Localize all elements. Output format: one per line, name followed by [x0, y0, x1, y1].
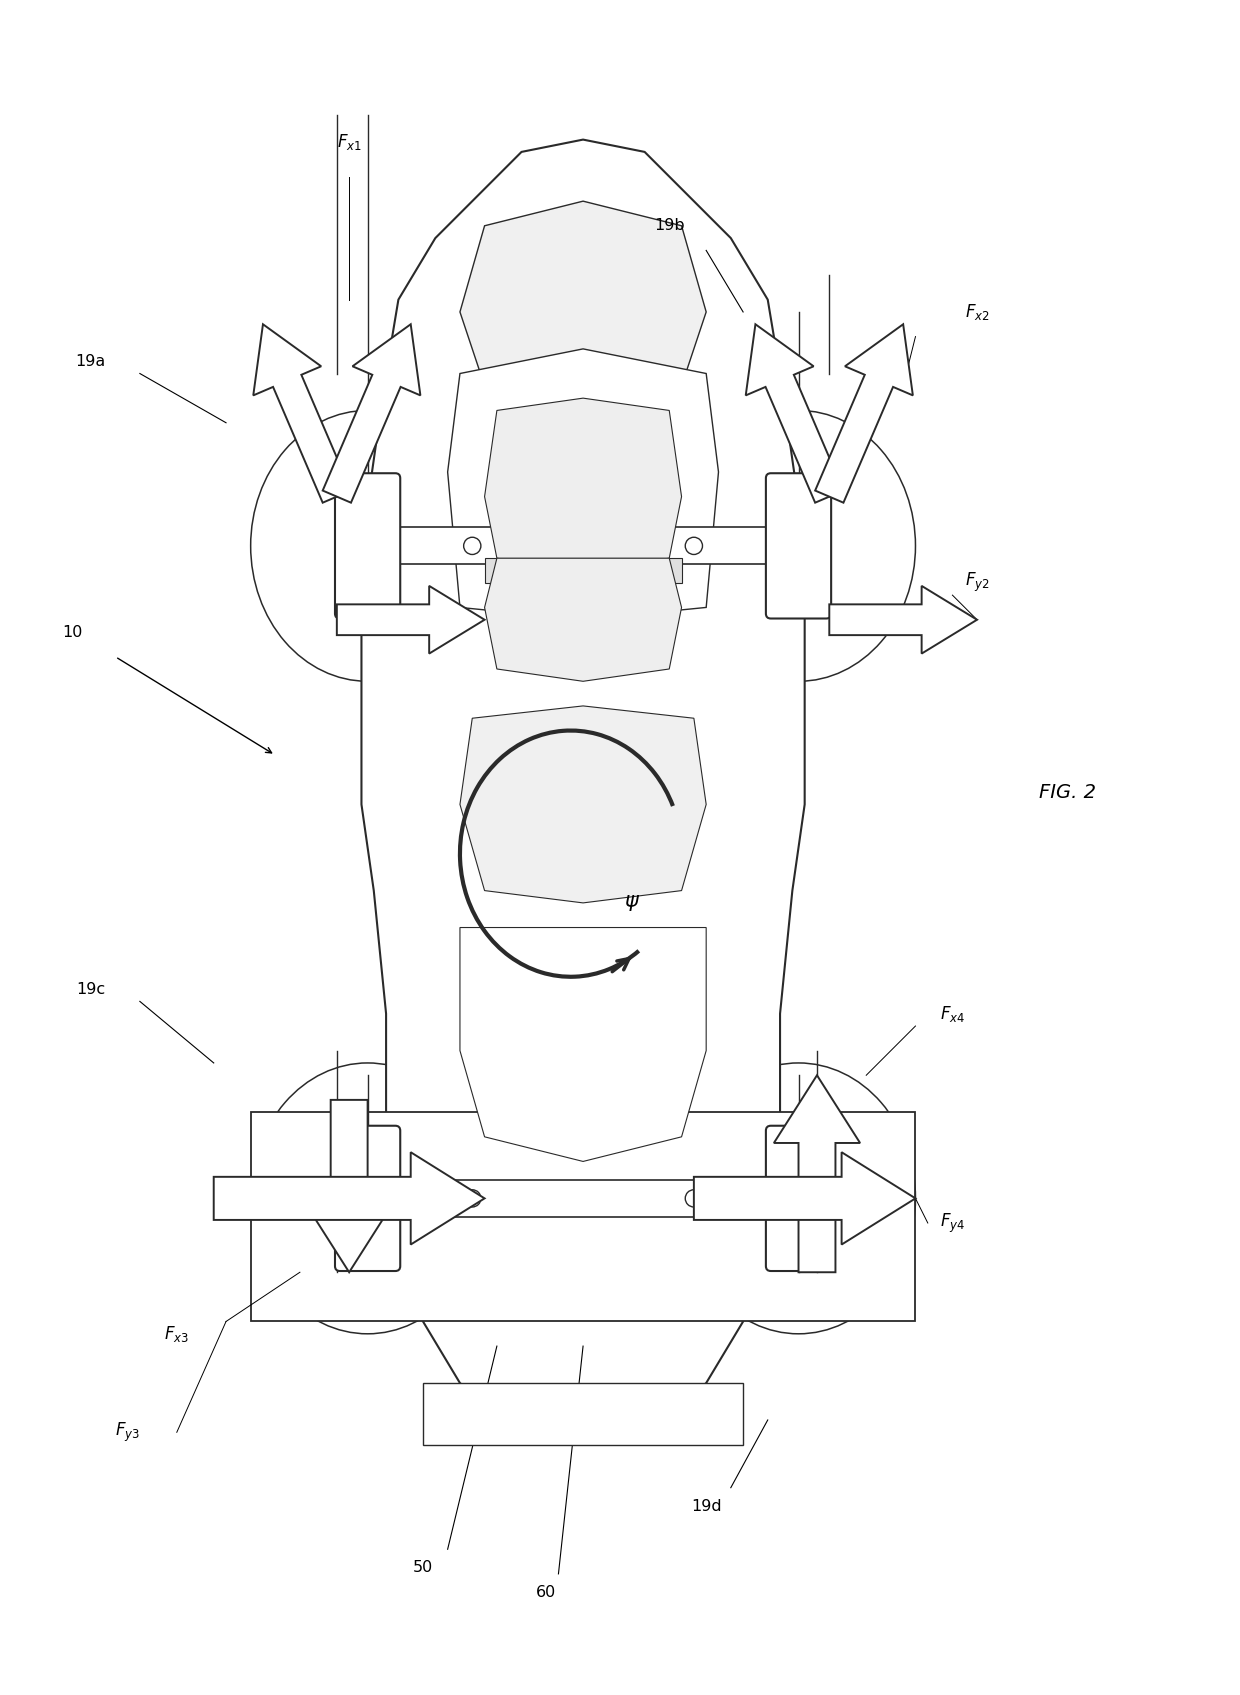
- Circle shape: [464, 537, 481, 554]
- Polygon shape: [460, 202, 707, 398]
- Text: 19d: 19d: [691, 1498, 722, 1514]
- Text: $F_{x4}$: $F_{x4}$: [940, 1003, 965, 1024]
- Text: 19a: 19a: [76, 354, 105, 370]
- Polygon shape: [830, 586, 977, 654]
- Text: $F_{y2}$: $F_{y2}$: [965, 571, 990, 595]
- Polygon shape: [745, 324, 843, 503]
- Polygon shape: [361, 139, 805, 1444]
- Circle shape: [686, 1190, 703, 1207]
- FancyBboxPatch shape: [335, 1125, 401, 1271]
- Polygon shape: [485, 398, 682, 571]
- Text: $F_{y1}$: $F_{y1}$: [510, 646, 534, 668]
- Polygon shape: [460, 705, 707, 903]
- Polygon shape: [253, 324, 351, 503]
- Polygon shape: [337, 586, 485, 654]
- Polygon shape: [213, 1153, 485, 1244]
- Polygon shape: [694, 1153, 915, 1244]
- Polygon shape: [774, 1075, 861, 1273]
- Bar: [423, 1383, 743, 1444]
- Text: $\psi$: $\psi$: [624, 893, 640, 914]
- Polygon shape: [322, 324, 420, 503]
- Text: 60: 60: [536, 1585, 557, 1600]
- Text: FIG. 2: FIG. 2: [1039, 783, 1096, 802]
- Polygon shape: [448, 349, 718, 620]
- Text: $F_{y4}$: $F_{y4}$: [940, 1212, 965, 1234]
- Polygon shape: [815, 324, 913, 503]
- Circle shape: [686, 537, 703, 554]
- FancyBboxPatch shape: [766, 473, 831, 619]
- Bar: [485, 558, 682, 583]
- Text: $F_{x1}$: $F_{x1}$: [337, 132, 362, 153]
- Text: 50: 50: [413, 1559, 433, 1575]
- Text: $F_{y3}$: $F_{y3}$: [115, 1420, 140, 1444]
- Bar: [250, 1112, 915, 1322]
- FancyBboxPatch shape: [766, 1125, 831, 1271]
- Text: 19b: 19b: [653, 219, 684, 234]
- Bar: [361, 527, 805, 564]
- Bar: [361, 1180, 805, 1217]
- FancyBboxPatch shape: [335, 473, 401, 619]
- Circle shape: [464, 1190, 481, 1207]
- Text: 10: 10: [62, 624, 82, 639]
- Text: 19c: 19c: [76, 981, 105, 997]
- Text: $F_{x3}$: $F_{x3}$: [165, 1324, 190, 1344]
- Polygon shape: [485, 558, 682, 681]
- Polygon shape: [306, 1100, 392, 1273]
- Text: $F_{x2}$: $F_{x2}$: [965, 302, 990, 322]
- Polygon shape: [460, 927, 707, 1161]
